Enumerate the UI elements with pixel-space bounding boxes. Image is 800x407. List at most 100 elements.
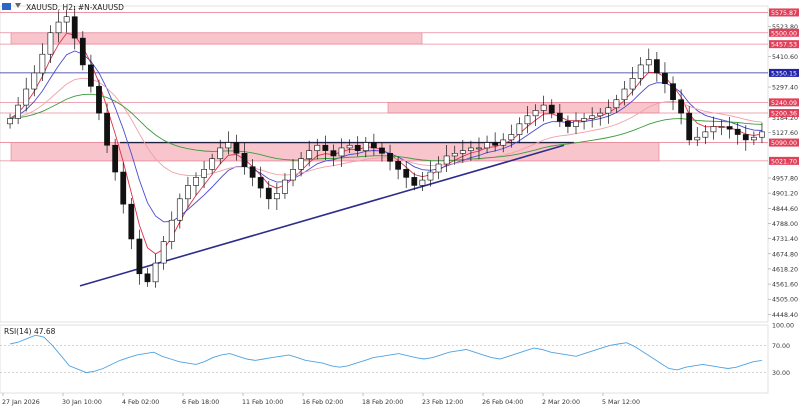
candle-body-down [653, 59, 660, 74]
candle-body-up [298, 158, 304, 170]
candle-body-down [678, 99, 684, 114]
candle-body-up [750, 136, 757, 141]
candle-body-down [565, 120, 571, 127]
candle [524, 106, 531, 134]
candle-body-down [734, 128, 741, 135]
candle [306, 140, 313, 167]
ema-trend-line [9, 93, 763, 162]
candle [273, 183, 280, 211]
candle [322, 135, 329, 160]
price-tag-label: 5021.70 [771, 158, 797, 165]
candle [88, 54, 94, 93]
candle-body-down [249, 166, 256, 178]
candle-body-up [459, 150, 466, 154]
candle-body-up [346, 144, 353, 149]
trendline-layer[interactable] [79, 144, 565, 287]
candle [217, 139, 224, 165]
rsi-label: RSI(14) 47.68 [4, 327, 56, 336]
ema-slow-line [9, 77, 763, 177]
candle-body-down [257, 177, 264, 189]
candle [540, 95, 547, 122]
x-tick-label: 30 Jan 10:00 [62, 399, 102, 406]
candle-body-down [120, 171, 127, 205]
candle-body-up [15, 104, 22, 119]
candle-body-up [306, 150, 313, 159]
candle-body-down [411, 177, 418, 186]
candle-body-up [435, 163, 442, 173]
candle [451, 145, 458, 165]
candle-body-up [168, 219, 175, 242]
candle-body-up [282, 179, 288, 194]
candle [120, 162, 127, 214]
candle [750, 131, 757, 145]
candle-body-up [451, 152, 458, 157]
y-tick-label: 4618.20 [772, 266, 798, 273]
candle [718, 120, 725, 136]
candle-body-up [702, 131, 709, 138]
price-tag-label: 5575.87 [771, 10, 797, 17]
candle [411, 172, 418, 191]
candle [710, 116, 717, 140]
candle-body-up [605, 107, 612, 114]
candle [686, 106, 693, 146]
x-tick-label: 18 Feb 20:00 [362, 399, 403, 406]
candle-body-up [273, 193, 280, 200]
candle-body-up [629, 78, 636, 90]
candle-body-down [726, 126, 733, 130]
main-plot-frame [0, 5, 769, 323]
candle [653, 52, 660, 82]
candle [185, 176, 191, 208]
ascending-trendline[interactable] [79, 144, 565, 287]
candle-body-down [686, 112, 693, 141]
candle-body-down [112, 144, 119, 173]
rsi-tick-label: 30.00 [772, 370, 790, 377]
y-tick-label: 5127.60 [772, 130, 798, 137]
candle-body-up [468, 147, 474, 151]
x-tick-label: 5 Mar 12:00 [602, 399, 640, 406]
x-tick-label: 6 Feb 18:00 [182, 399, 219, 406]
candle-body-up [573, 120, 579, 127]
candle [387, 144, 393, 171]
candle-body-up [63, 16, 70, 23]
x-tick-label: 16 Feb 02:00 [302, 399, 343, 406]
candle [459, 139, 466, 163]
candle [136, 229, 143, 285]
candle-body-down [241, 152, 248, 167]
candle [379, 142, 385, 162]
candle [581, 113, 587, 130]
candle [573, 112, 579, 135]
candle [233, 134, 240, 161]
candle-body-down [79, 37, 86, 66]
candle-body-up [508, 134, 515, 141]
chart-window-icon[interactable] [2, 3, 11, 10]
candle-body-up [193, 177, 199, 186]
y-tick-label: 4448.40 [772, 312, 798, 319]
candle [589, 107, 596, 128]
candle [476, 137, 482, 160]
candle-body-up [209, 158, 216, 170]
candle [257, 166, 264, 198]
price-tag [769, 109, 799, 118]
candle-body-up [290, 169, 296, 181]
rsi-tick-label: 100.00 [772, 323, 794, 330]
rsi-tick-label: 70.00 [772, 343, 790, 350]
x-tick-label: 2 Mar 20:00 [542, 399, 580, 406]
candle [290, 159, 296, 187]
candle [265, 180, 272, 210]
candle-body-down [233, 142, 240, 154]
price-tag-label: 5457.53 [771, 42, 797, 49]
y-tick-label: 5410.60 [772, 54, 798, 61]
candle [193, 172, 199, 196]
ema-mid-line [9, 50, 763, 223]
dropdown-arrow-icon[interactable] [15, 3, 21, 8]
candle-body-up [524, 115, 531, 125]
candle [500, 133, 507, 153]
candle-body-up [718, 126, 725, 128]
candle [395, 156, 402, 180]
candle-body-down [742, 134, 749, 141]
x-tick-label: 27 Jan 2026 [2, 399, 40, 406]
candle-body-up [589, 115, 596, 119]
x-tick-label: 4 Feb 02:00 [122, 399, 159, 406]
candle-body-down [556, 112, 563, 122]
